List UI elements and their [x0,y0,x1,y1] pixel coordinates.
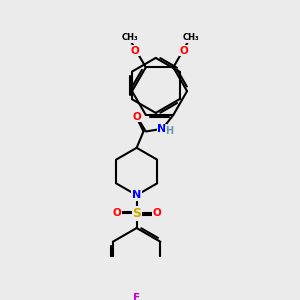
Text: O: O [112,208,121,218]
Text: O: O [131,46,140,56]
Text: N: N [157,124,167,134]
Text: CH₃: CH₃ [182,33,199,42]
Text: O: O [132,112,141,122]
Text: F: F [133,292,140,300]
Text: S: S [132,207,141,220]
Text: H: H [165,126,173,136]
Text: O: O [179,46,188,56]
Text: N: N [132,190,141,200]
Text: O: O [152,208,161,218]
Text: CH₃: CH₃ [122,33,138,42]
